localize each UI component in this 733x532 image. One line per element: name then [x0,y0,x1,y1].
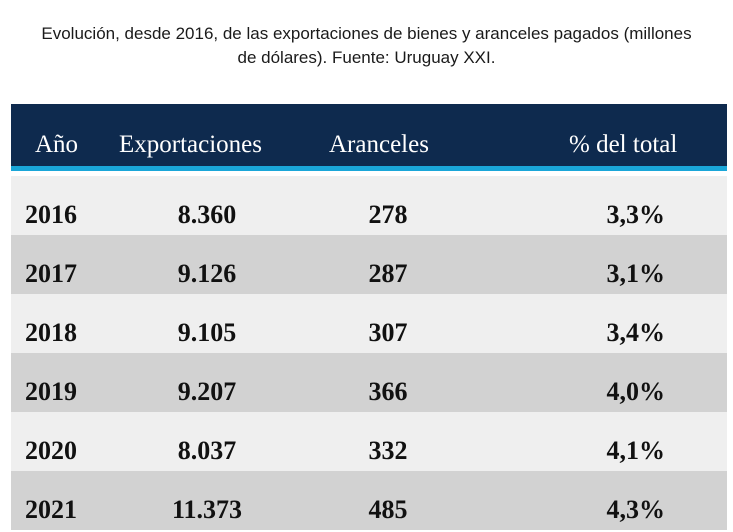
table-row: 2019 9.207 366 4,0% [11,353,727,412]
cell-tariffs: 332 [368,436,408,465]
cell-tariffs: 278 [368,200,408,229]
caption-line-2: de dólares). Fuente: Uruguay XXI. [237,48,496,67]
cell-year: 2018 [25,318,77,347]
cell-exports: 9.105 [177,318,237,347]
cell-year: 2016 [25,200,77,229]
header-percent: % del total [569,131,678,158]
caption-line-1: Evolución, desde 2016, de las exportacio… [41,24,692,43]
cell-percent: 4,1% [606,436,666,465]
table-header: Año Exportaciones Aranceles % del total [11,104,727,171]
exports-tariffs-table: Año Exportaciones Aranceles % del total … [11,104,727,530]
cell-year: 2019 [25,377,77,406]
table-row: 2017 9.126 287 3,1% [11,235,727,294]
table-row: 2021 11.373 485 4,3% [11,471,727,530]
cell-exports: 8.360 [177,200,237,229]
cell-tariffs: 287 [368,259,408,288]
cell-year: 2021 [25,495,77,524]
cell-tariffs: 307 [368,318,408,347]
cell-percent: 4,0% [606,377,666,406]
cell-year: 2017 [25,259,77,288]
cell-exports: 9.207 [177,377,237,406]
table-row: 2018 9.105 307 3,4% [11,294,727,353]
table-row: 2020 8.037 332 4,1% [11,412,727,471]
header-tariffs: Aranceles [329,131,429,158]
header-gap [11,171,727,176]
cell-year: 2020 [25,436,77,465]
cell-tariffs: 366 [368,377,408,406]
table-caption: Evolución, desde 2016, de las exportacio… [0,22,733,70]
cell-exports: 9.126 [177,259,237,288]
cell-percent: 3,1% [606,259,666,288]
cell-percent: 3,3% [606,200,666,229]
cell-percent: 4,3% [606,495,666,524]
cell-exports: 8.037 [177,436,237,465]
cell-tariffs: 485 [368,495,408,524]
header-year: Año [35,131,79,158]
cell-exports: 11.373 [171,495,243,524]
table-row: 2016 8.360 278 3,3% [11,176,727,235]
header-exports: Exportaciones [119,131,263,158]
cell-percent: 3,4% [606,318,666,347]
